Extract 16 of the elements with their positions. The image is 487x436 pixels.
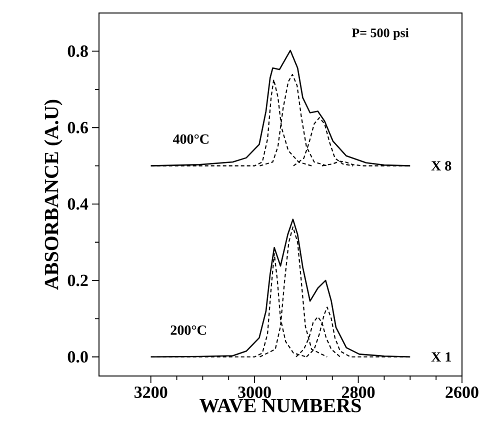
x-tick-label: 2800: [342, 386, 375, 398]
x-axis-title: WAVE NUMBERS: [200, 398, 361, 412]
annotation: 400°C: [172, 134, 208, 144]
x-tick-label: 2600: [446, 386, 478, 398]
annotation: X 8: [431, 161, 452, 171]
y-tick-label: 0.0: [68, 351, 88, 363]
x-tick-label: 3000: [238, 386, 271, 398]
y-tick-label: 0.6: [68, 122, 88, 134]
y-tick-label: 0.2: [68, 274, 88, 286]
y-tick-label: 0.4: [68, 198, 88, 210]
annotation: P= 500 psi: [352, 28, 409, 40]
y-axis-title: ABSORBANCE (A.U): [44, 100, 62, 290]
y-tick-label: 0.8: [68, 45, 88, 57]
annotation: 200°C: [170, 325, 206, 335]
x-tick-label: 3200: [134, 386, 168, 398]
annotation: X 1: [431, 352, 451, 362]
